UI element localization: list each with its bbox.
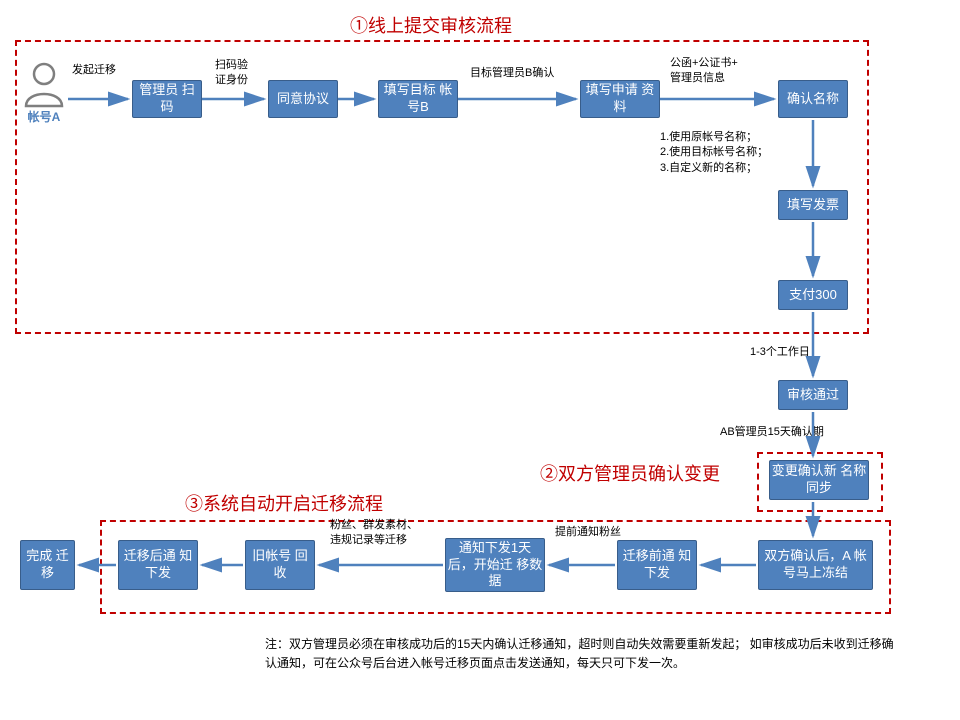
label-migrate-items: 粉丝、群发素材、 违规记录等迁移: [330, 518, 418, 549]
node-freeze: 双方确认后，A 帐号马上冻结: [758, 540, 873, 590]
label-15days: AB管理员15天确认期: [720, 425, 824, 440]
label-target-confirm: 目标管理员B确认: [470, 66, 554, 81]
node-invoice: 填写发票: [778, 190, 848, 220]
node-start-migrate: 通知下发1天 后，开始迁 移数据: [445, 538, 545, 592]
node-audit-pass: 审核通过: [778, 380, 848, 410]
node-recycle: 旧帐号 回收: [245, 540, 315, 590]
label-start: 发起迁移: [72, 63, 116, 78]
node-confirm-name: 确认名称: [778, 80, 848, 118]
node-post-notify: 迁移后通 知下发: [118, 540, 198, 590]
node-fill-apply: 填写申请 资料: [580, 80, 660, 118]
section-3-title: ③系统自动开启迁移流程: [185, 490, 383, 516]
node-pay: 支付300: [778, 280, 848, 310]
label-notify-fans: 提前通知粉丝: [555, 525, 621, 540]
avatar-label: 帐号A: [22, 108, 66, 125]
node-change-confirm: 变更确认新 名称同步: [769, 460, 869, 500]
label-scan-verify: 扫码验 证身份: [215, 58, 248, 89]
label-name-options: 1.使用原帐号名称； 2.使用目标帐号名称； 3.自定义新的名称；: [660, 130, 768, 176]
label-workdays: 1-3个工作日: [750, 345, 810, 360]
node-complete: 完成 迁移: [20, 540, 75, 590]
label-docs: 公函+公证书+ 管理员信息: [670, 56, 738, 87]
footnote: 注：双方管理员必须在审核成功后的15天内确认迁移通知，超时则自动失效需要重新发起…: [265, 635, 905, 673]
section-1-title: ①线上提交审核流程: [350, 12, 512, 38]
avatar: 帐号A: [22, 60, 66, 125]
node-fill-target: 填写目标 帐号B: [378, 80, 458, 118]
section-2-title: ②双方管理员确认变更: [540, 460, 720, 486]
node-admin-scan: 管理员 扫码: [132, 80, 202, 118]
node-pre-notify: 迁移前通 知下发: [617, 540, 697, 590]
node-agree: 同意协议: [268, 80, 338, 118]
avatar-icon: [22, 60, 66, 108]
